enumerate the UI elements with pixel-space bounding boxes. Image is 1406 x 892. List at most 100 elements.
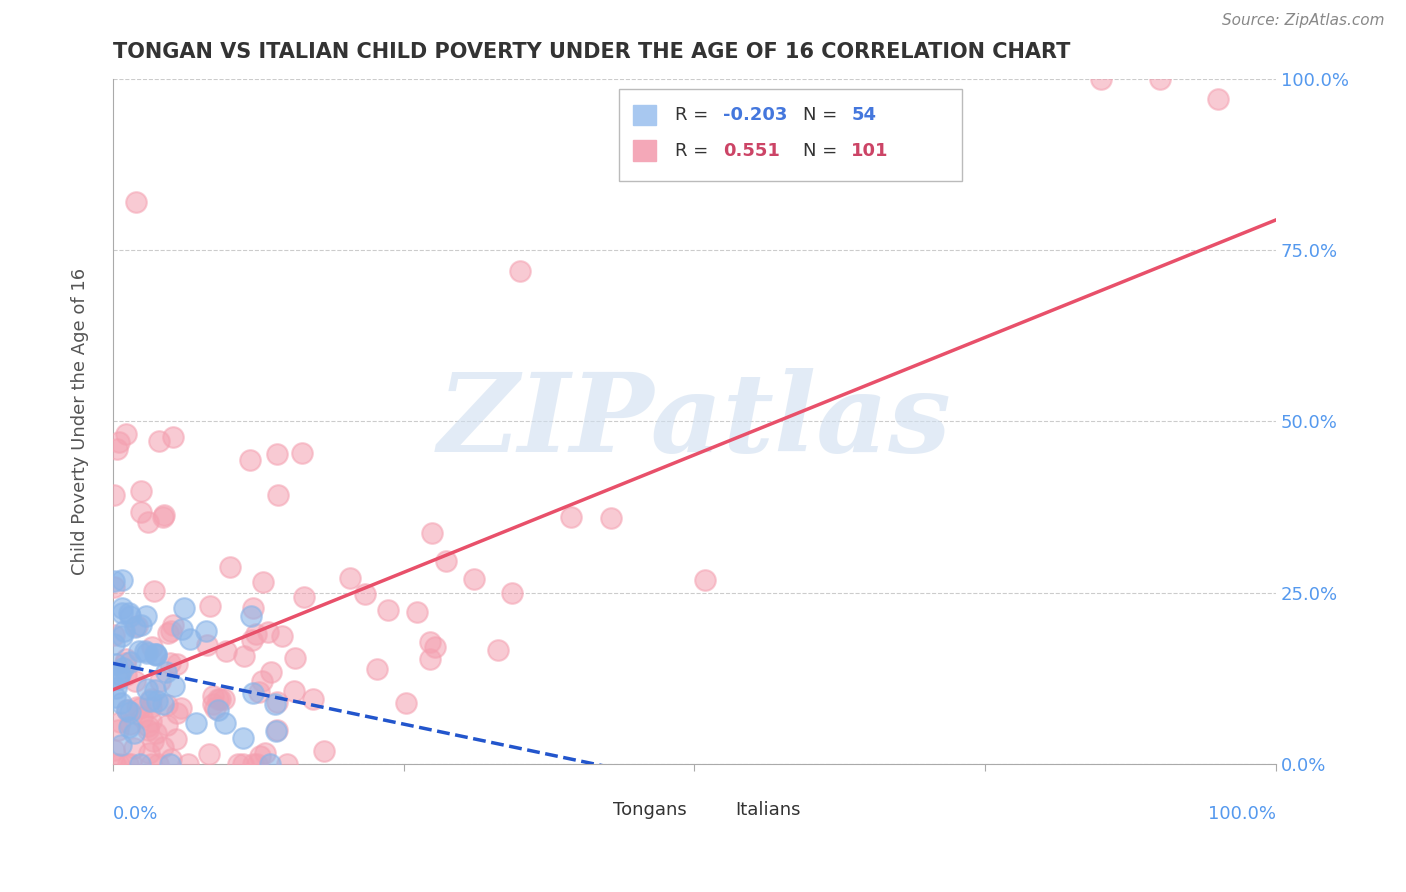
Point <box>208 691 231 706</box>
Point <box>266 723 288 737</box>
Point <box>111 606 134 620</box>
Point <box>486 642 509 657</box>
Point <box>204 700 226 714</box>
Point <box>253 746 276 760</box>
Point <box>423 640 446 655</box>
Point <box>139 714 162 728</box>
FancyBboxPatch shape <box>706 802 727 817</box>
Point <box>103 742 125 756</box>
Point <box>259 757 281 772</box>
Point <box>291 445 314 459</box>
Point <box>108 434 131 449</box>
Point <box>141 692 163 706</box>
Point <box>162 430 184 444</box>
Point <box>122 740 145 755</box>
Point <box>143 683 166 698</box>
Point <box>124 620 146 634</box>
Point <box>136 647 159 661</box>
Point <box>145 648 167 662</box>
Point <box>165 732 187 747</box>
Text: R =: R = <box>675 106 714 124</box>
Point <box>112 624 135 639</box>
FancyBboxPatch shape <box>619 89 962 181</box>
Point <box>159 757 181 772</box>
Point <box>177 757 200 772</box>
Point <box>120 757 142 772</box>
Point <box>599 511 621 525</box>
Text: 0.551: 0.551 <box>724 142 780 160</box>
Text: N =: N = <box>803 106 837 124</box>
Point <box>129 505 152 519</box>
Point <box>136 681 159 696</box>
Point <box>284 651 307 665</box>
Y-axis label: Child Poverty Under the Age of 16: Child Poverty Under the Age of 16 <box>72 268 89 575</box>
Point <box>463 572 485 586</box>
Point <box>242 632 264 647</box>
Point <box>1090 71 1112 86</box>
Point <box>353 586 375 600</box>
Point <box>226 757 249 772</box>
Point <box>159 656 181 670</box>
Point <box>128 700 150 714</box>
Point <box>139 757 162 772</box>
Point <box>103 628 125 642</box>
Point <box>239 452 262 467</box>
Point <box>146 694 169 708</box>
Point <box>166 706 188 720</box>
Point <box>207 691 229 706</box>
Point <box>179 632 201 646</box>
Text: Source: ZipAtlas.com: Source: ZipAtlas.com <box>1222 13 1385 29</box>
Point <box>142 734 165 748</box>
Point <box>136 719 159 733</box>
Point <box>257 625 280 640</box>
Point <box>195 624 218 638</box>
Point <box>115 703 138 717</box>
Point <box>143 647 166 661</box>
Point <box>172 622 194 636</box>
Point <box>260 665 283 679</box>
Point <box>143 584 166 599</box>
Point <box>201 690 224 704</box>
Point <box>114 656 136 670</box>
Point <box>184 716 207 731</box>
Point <box>266 695 288 709</box>
Point <box>247 685 270 699</box>
Point <box>377 603 399 617</box>
Point <box>108 666 131 681</box>
FancyBboxPatch shape <box>633 140 657 161</box>
Point <box>131 710 153 724</box>
Point <box>141 640 163 655</box>
Point <box>115 703 138 717</box>
Point <box>103 574 125 588</box>
Point <box>249 748 271 763</box>
Point <box>104 681 127 695</box>
Point <box>114 427 136 442</box>
Point <box>145 648 167 662</box>
Point <box>110 696 132 710</box>
Point <box>148 757 170 772</box>
Text: 0.0%: 0.0% <box>112 805 159 823</box>
Point <box>501 586 523 600</box>
Point <box>214 715 236 730</box>
Point <box>108 668 131 682</box>
Point <box>149 674 172 689</box>
Point <box>509 263 531 277</box>
Point <box>118 720 141 734</box>
Point <box>152 740 174 755</box>
Point <box>160 624 183 638</box>
Point <box>240 609 263 624</box>
Text: 100.0%: 100.0% <box>1208 805 1277 823</box>
Point <box>1149 71 1171 86</box>
Text: R =: R = <box>675 142 714 160</box>
Point <box>103 488 125 502</box>
Point <box>195 638 218 652</box>
Text: TONGAN VS ITALIAN CHILD POVERTY UNDER THE AGE OF 16 CORRELATION CHART: TONGAN VS ITALIAN CHILD POVERTY UNDER TH… <box>112 42 1070 62</box>
Point <box>103 637 125 651</box>
Point <box>695 573 717 587</box>
Point <box>131 484 153 499</box>
Point <box>104 757 127 772</box>
FancyBboxPatch shape <box>583 802 605 817</box>
Point <box>395 696 418 710</box>
Point <box>232 731 254 746</box>
Text: 101: 101 <box>852 142 889 160</box>
